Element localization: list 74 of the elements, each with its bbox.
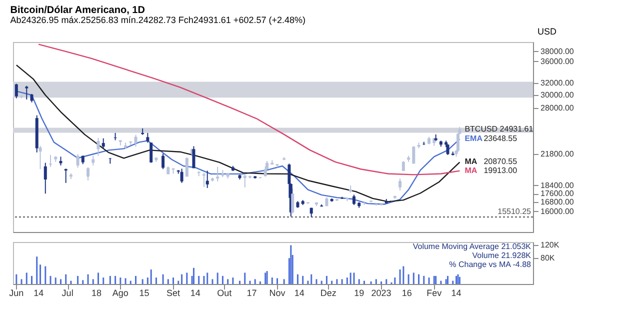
candlestick bbox=[64, 168, 68, 184]
annotation: BTCUSD 24931.61 bbox=[464, 124, 534, 134]
x-tick-label: 15 bbox=[139, 288, 150, 298]
candlestick bbox=[134, 134, 138, 148]
y-tick-label: 120K bbox=[540, 240, 560, 250]
x-tick-label: 19 bbox=[354, 288, 364, 298]
candlestick bbox=[38, 145, 42, 170]
candlestick bbox=[102, 138, 105, 149]
annotation: Volume Moving Average 21.053K bbox=[412, 242, 532, 251]
series-label: MA bbox=[464, 166, 478, 175]
y-tick-label: 30000.00 bbox=[540, 90, 574, 100]
y-tick-label: 21800.00 bbox=[540, 150, 574, 159]
x-tick-label: 16 bbox=[402, 288, 412, 298]
candlestick bbox=[291, 188, 294, 214]
x-tick-label: Fev bbox=[426, 288, 442, 298]
y-tick-label: 38000.00 bbox=[540, 46, 574, 56]
candlestick bbox=[185, 157, 188, 178]
x-tick-label: 18 bbox=[92, 288, 102, 298]
candlestick bbox=[146, 132, 150, 144]
ref-line-label: 15510.25 bbox=[498, 206, 532, 216]
x-tick-label: Set bbox=[166, 288, 181, 298]
candlestick bbox=[44, 162, 47, 194]
y-tick-label: 18400.00 bbox=[540, 180, 574, 190]
x-tick-label: Jul bbox=[62, 288, 74, 298]
x-tick-label: Jun bbox=[9, 288, 24, 298]
candlestick bbox=[92, 155, 95, 166]
candlestick bbox=[96, 137, 100, 156]
annotation: 20870.55 bbox=[484, 157, 518, 166]
x-tick-label: 14 bbox=[451, 288, 462, 298]
annotation: % Change vs MA -4.88 bbox=[449, 260, 532, 269]
x-tick-label: Out bbox=[217, 288, 232, 298]
x-tick-label: Ago bbox=[112, 288, 128, 298]
candlestick bbox=[86, 166, 90, 181]
candlestick bbox=[14, 83, 18, 99]
y-tick-label: 16800.00 bbox=[540, 198, 574, 207]
annotation: 19913.00 bbox=[484, 166, 518, 175]
annotation: 23648.55 bbox=[484, 134, 518, 144]
line-series bbox=[16, 64, 460, 202]
annotation: Volume 21.928K bbox=[472, 251, 532, 260]
line-series bbox=[38, 44, 460, 176]
candlestick bbox=[162, 153, 165, 170]
y-tick-label: 17600.00 bbox=[540, 189, 574, 198]
candlestick bbox=[25, 85, 28, 100]
y-tick-label: 16000.00 bbox=[540, 206, 574, 216]
x-tick-label: 14 bbox=[294, 288, 304, 298]
candlestick bbox=[402, 160, 405, 172]
chart-title: Bitcoin/Dólar Americano, 1D bbox=[10, 5, 145, 16]
series-label: MA bbox=[464, 157, 478, 166]
candlestick bbox=[206, 170, 209, 188]
x-tick-label: 17 bbox=[246, 288, 257, 298]
candlestick bbox=[446, 144, 450, 156]
candlestick bbox=[202, 172, 206, 188]
candlestick bbox=[398, 178, 402, 192]
x-tick-label: 2023 bbox=[371, 288, 392, 298]
candlestick bbox=[180, 168, 184, 184]
candlestick bbox=[352, 194, 356, 206]
x-tick-label: 14 bbox=[34, 288, 44, 298]
y-tick-label: 32000.00 bbox=[540, 78, 574, 88]
y-tick-label: 80K bbox=[540, 254, 556, 263]
y-tick-label: 36000.00 bbox=[540, 56, 574, 66]
candlestick bbox=[216, 166, 220, 182]
candlestick bbox=[264, 166, 267, 178]
y-axis-title: USD bbox=[538, 26, 557, 36]
x-tick-label: Dez bbox=[320, 288, 337, 298]
y-tick-label: 28000.00 bbox=[540, 103, 574, 112]
candlestick bbox=[412, 146, 416, 164]
candlestick bbox=[76, 154, 80, 168]
series-label: EMA bbox=[464, 134, 483, 144]
candlestick bbox=[49, 154, 52, 168]
candlestick bbox=[243, 174, 246, 188]
candlestick bbox=[150, 142, 153, 164]
x-tick-label: Nov bbox=[269, 288, 286, 298]
chart-subtitle: Ab24326.95 máx.25256.83 mín.24282.73 Fch24931.61 +602.57 (+2.48%) bbox=[10, 15, 306, 25]
x-tick-label: 14 bbox=[190, 288, 200, 298]
